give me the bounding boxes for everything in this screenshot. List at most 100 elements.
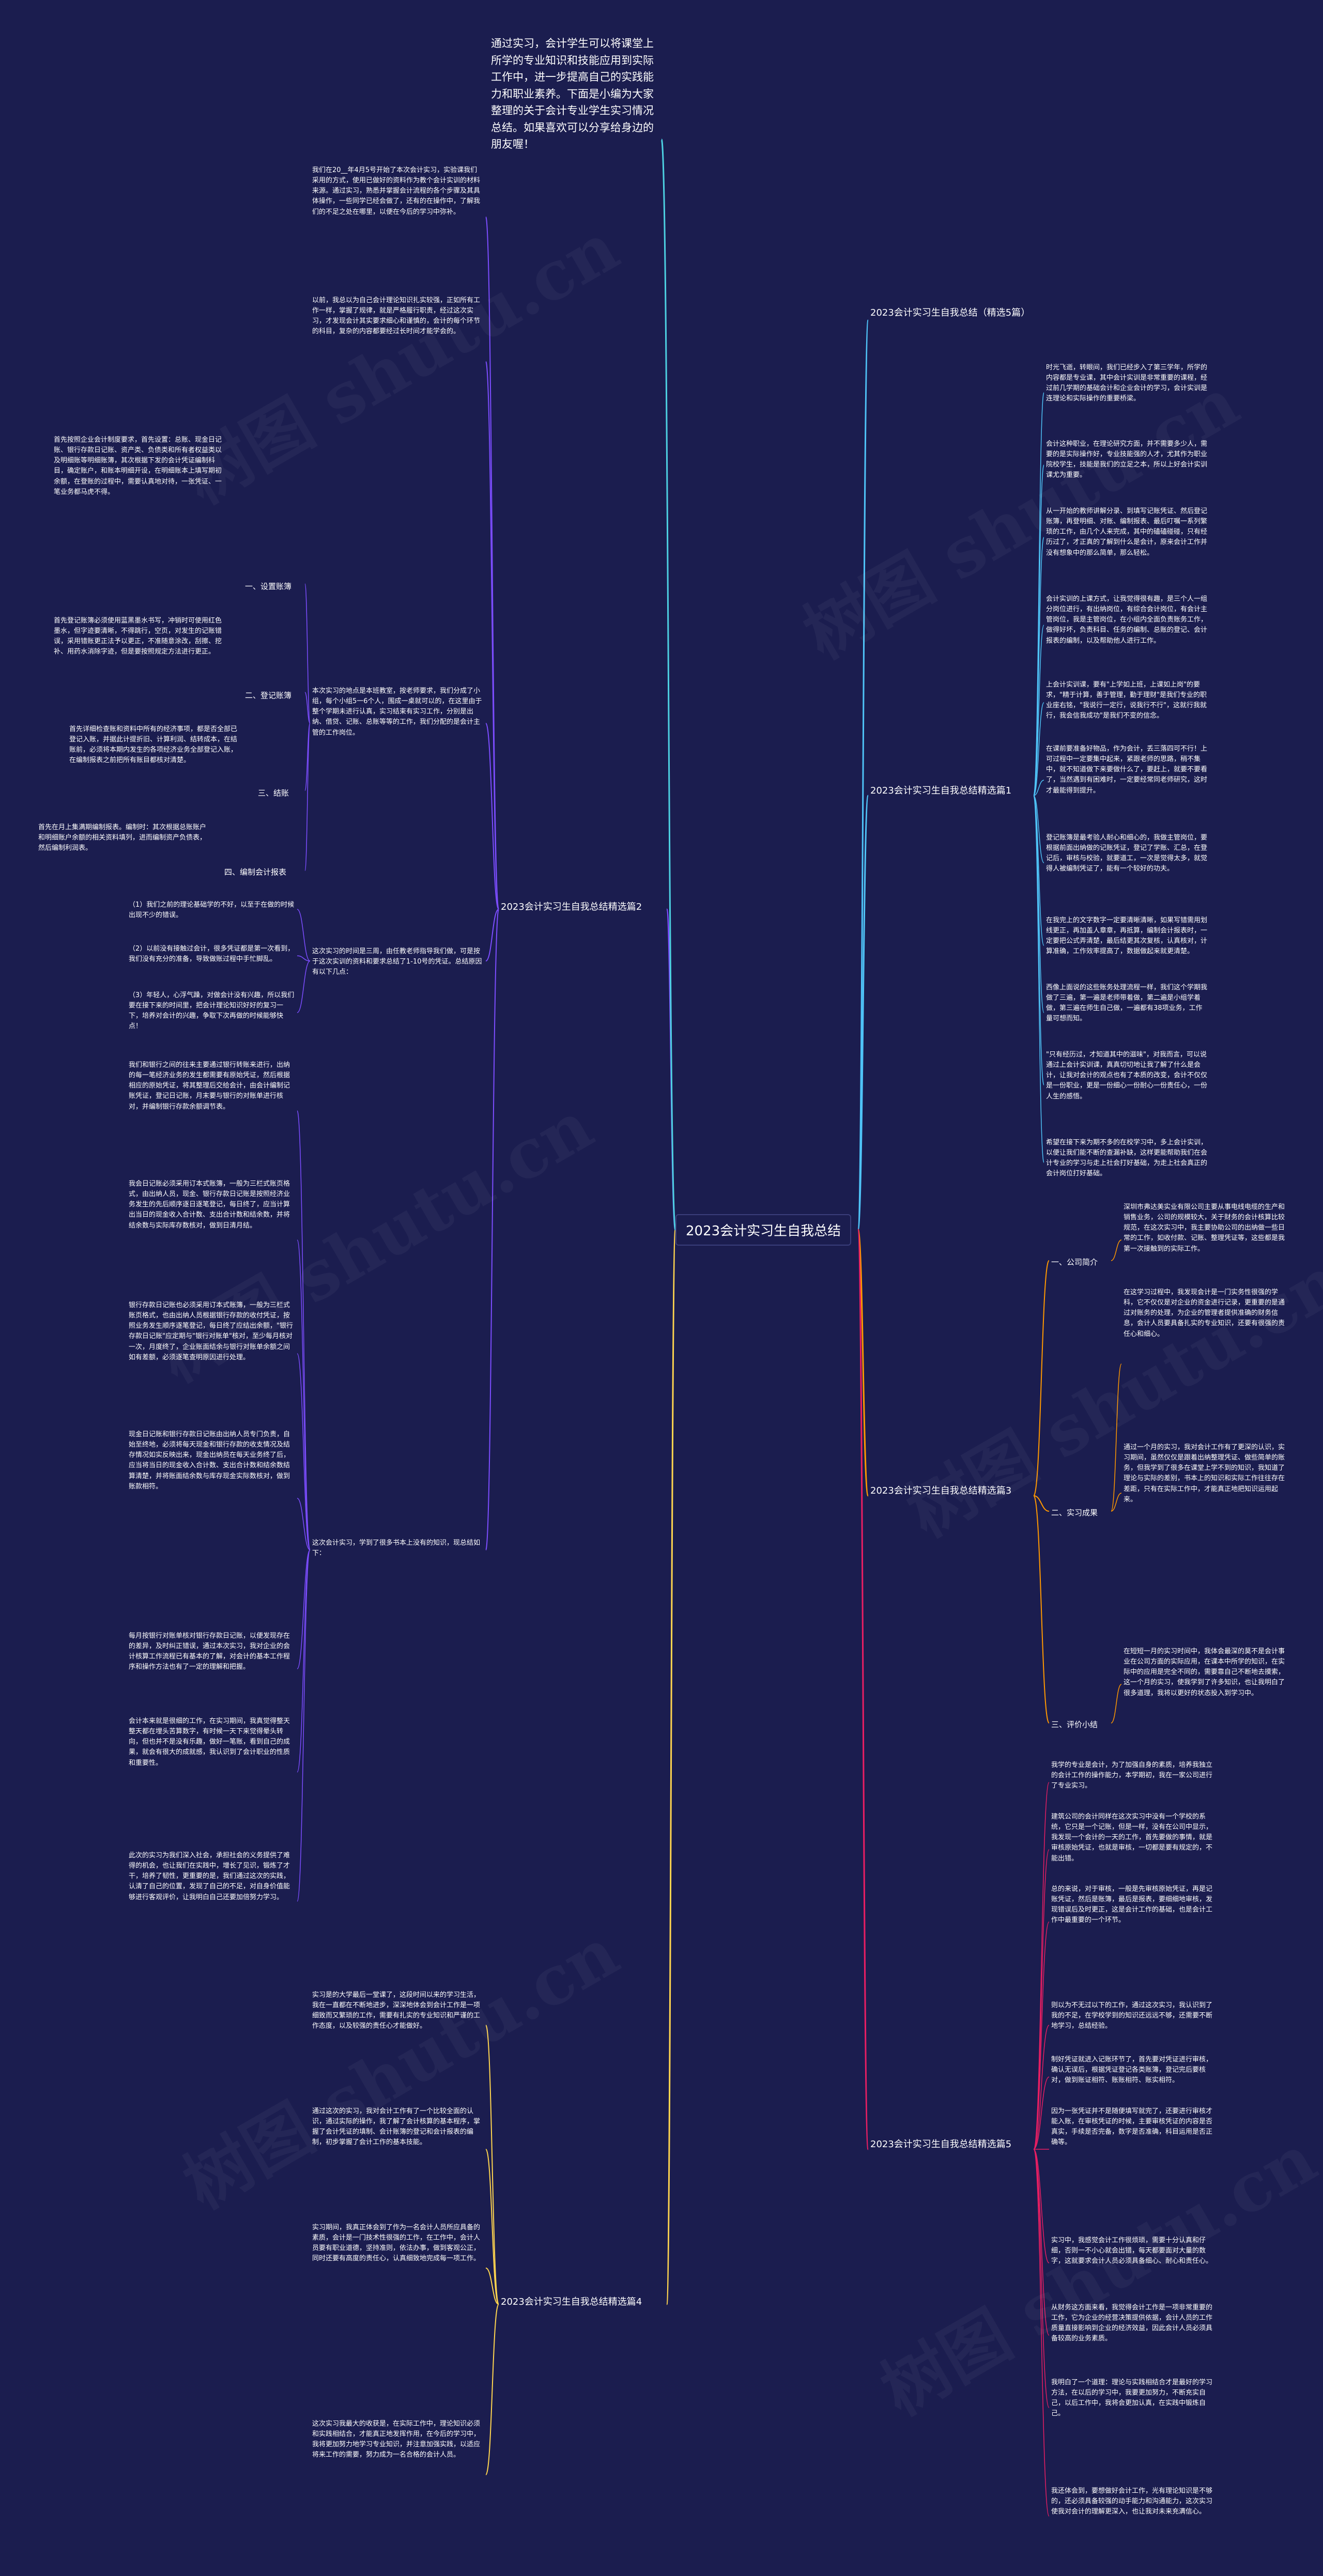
branch-3-sub-1-label[interactable]: 一、公司简介	[1051, 1258, 1098, 1267]
branch-2-sub-3-label[interactable]: 三、结账	[258, 788, 289, 798]
branch-3-sub-2-text-2: 通过一个月的实习，我对会计工作有了更深的认识，实习期间，虽然仅仅是跟着出纳整理凭…	[1124, 1444, 1285, 1503]
connector-b4-2	[485, 2149, 499, 2305]
connector-b2-sub-1	[304, 583, 311, 724]
connector-b4-4	[485, 2304, 499, 2475]
branch-2-item-4: 现金日记账和银行存款日记账由出纳人员专门负责，自始至终地，必须将每天现金和银行存…	[129, 1431, 290, 1491]
connector-branch-3	[857, 1229, 869, 1497]
branch-4-title[interactable]: 2023会计实习生自我总结精选篇4	[501, 2296, 642, 2307]
connector-b3-sub-2	[1033, 1495, 1050, 1512]
branch-5-item-4: 则以为不无过以下的工作，通过这次实习，我认识到了我的不足，在学校学到的知识还远远…	[1051, 2001, 1213, 2030]
connector-b5-4	[1033, 2025, 1050, 2150]
connector-b2-item-5	[297, 1549, 311, 1669]
branch-1-item-11: 希望在接下来为期不多的在校学习中，多上会计实训，以便让我们能不断的查漏补缺，这样…	[1046, 1139, 1208, 1178]
connector-b3-leaf-2	[1111, 1363, 1122, 1512]
branch-2-para-1: 我们在20__年4月5号开始了本次会计实习，实验课我们采用的方式，使用已做好的资…	[312, 166, 481, 216]
branch-4-item-2: 通过这次的实习，我对会计工作有了一个比较全面的认识，通过实际的操作，我了解了会计…	[312, 2107, 481, 2147]
connector-b1-4	[1033, 625, 1044, 796]
branch-1-item-8: 在我完上的文字数字一定要清晰清晰，如果写错需用划线更正，再加盖人章章，再抵算，编…	[1046, 917, 1208, 956]
branch-1-item-7: 登记账簿是最考验人耐心和细心的，我做主管岗位，要根据前面出纳做的记账凭证，登记了…	[1046, 834, 1208, 873]
connector-b2-num-2	[297, 955, 311, 961]
branch-top-title[interactable]: 2023会计实习生自我总结（精选5篇）	[870, 307, 1030, 318]
connector-b2-sub-2	[304, 692, 311, 724]
branch-4-item-4: 这次实习我最大的收获是，在实际工作中，理论知识必须和实践相结合，才能真正地发挥作…	[312, 2420, 481, 2459]
connector-b2-item-3	[297, 1353, 311, 1550]
connector-b2-item-4	[297, 1498, 311, 1550]
connector-b2-para-3	[485, 723, 499, 910]
connector-branch-1	[857, 795, 869, 1231]
branch-2-item-5: 每月按银行对账单核对银行存款日记账，以便发现存在的差异，及时纠正错误，通过本次实…	[129, 1632, 290, 1671]
branch-2-numbered-3: （3）年轻人，心浮气躁，对做会计没有兴趣，所以我们要在接下来的时间里，把会计理论…	[129, 991, 295, 1031]
branch-2-item-3: 银行存款日记账也必须采用订本式账簿，一般为三栏式账页格式，也由出纳人员根据银行存…	[129, 1301, 293, 1361]
connector-b2-num-3	[297, 960, 311, 1013]
branch-2-item-6: 会计本来就是很细的工作，在实习期间，我真觉得整天整天都在埋头苦算数字，有时候一天…	[129, 1717, 290, 1767]
connector-b3-sub-1	[1033, 1260, 1050, 1496]
branch-2-sub-3-text: 首先详细检查账和资料中所有的经济事项，都是否全部已登记入账，并据此计提折旧、计算…	[69, 725, 238, 765]
branch-5-item-9: 我明白了一个道理：理论与实践相结合才是最好的学习方法，在以后的学习中，我要更加努…	[1051, 2379, 1213, 2418]
branch-5-item-8: 从财务这方面来看，我觉得会计工作是一项非常重要的工作，它为企业的经营决策提供依据…	[1051, 2304, 1213, 2343]
connector-b1-7	[1033, 795, 1044, 863]
branch-5-item-2: 建筑公司的会计同样在这次实习中没有一个学校的系统，它只是一个记账，但是一样，没有…	[1051, 1813, 1213, 1863]
branch-2-item-2: 我会日记账必须采用订本式账簿，一般为三栏式账页格式，由出纳人员，现金、银行存款日…	[129, 1180, 290, 1230]
connector-b2-item-6	[297, 1549, 311, 1773]
connector-b5-8	[1033, 2149, 1050, 2336]
branch-2-title[interactable]: 2023会计实习生自我总结精选篇2	[501, 902, 642, 912]
branch-5-item-7: 实习中，我感觉会计工作很烦琐，需要十分认真和仔细，否则一不小心就会出错，每天都要…	[1051, 2237, 1213, 2265]
branch-1-item-6: 在课前要准备好物品，作为会计，丢三落四可不行！上可过程中一定要集中起来，紧跟老师…	[1046, 745, 1208, 795]
branch-2-sub-2-text: 首先登记账簿必须使用蓝黑墨水书写，冲销时可使用红色墨水，但字迹要清晰，不得跳行，…	[54, 617, 222, 656]
branch-3-sub-2-label[interactable]: 二、实习成果	[1051, 1508, 1098, 1517]
connector-b4-1	[485, 2025, 499, 2305]
connector-b3-leaf-1	[1111, 1239, 1122, 1261]
branch-2-item-1: 我们和银行之间的往来主要通过银行转账来进行，出纳的每一笔经济业务的发生都需要有原…	[129, 1061, 290, 1111]
connector-b1-5	[1033, 702, 1044, 796]
root-topic[interactable]: 2023会计实习生自我总结	[675, 1214, 852, 1246]
branch-1-item-10: "只有经历过，才知道其中的滋味"，对我而言，可以说通过上会计实训课，真真切切地让…	[1046, 1051, 1208, 1100]
connector-b5-2	[1033, 1849, 1050, 2150]
branch-1-item-9: 西像上面说的这些账务处理流程一样，我们这个学期我做了三遍，第一遍是老师带着做，第…	[1046, 984, 1208, 1023]
branch-4-item-1: 实习是的大学最后一堂课了，这段时间以来的学习生活，我在一直都在不断地进步，深深地…	[312, 1991, 481, 2030]
connector-b5-3	[1033, 1921, 1050, 2150]
connector-b2-sub-4	[304, 723, 311, 871]
branch-1-item-2: 会计这种职业，在理论研究方面，并不需要多少人，需要的是实际操作好，专业技能强的人…	[1046, 440, 1208, 479]
connector-b2-item-2	[297, 1239, 311, 1550]
connector-b1-11	[1033, 795, 1044, 1163]
branch-3-title[interactable]: 2023会计实习生自我总结精选篇3	[870, 1485, 1012, 1496]
branch-5-item-5: 制好凭证就进入记账环节了，首先要对凭证进行审核，确认无误后，根据凭证登记各类账簿…	[1051, 2056, 1213, 2085]
connector-b5-1	[1033, 1782, 1050, 2150]
branch-2-numbered-2: （2）以前没有接触过会计，很多凭证都是第一次看到，我们没有充分的准备，导致做账过…	[129, 945, 295, 964]
branch-1-title[interactable]: 2023会计实习生自我总结精选篇1	[870, 785, 1012, 796]
branch-2-sub-4-label[interactable]: 四、编制会计报表	[224, 867, 287, 877]
branch-3-sub-3-label[interactable]: 三、评价小结	[1051, 1720, 1098, 1729]
branch-2-item-7: 此次的实习为我们深入社会，承担社会的义务提供了难得的机会，也让我们在实践中，增长…	[129, 1852, 290, 1901]
connector-b2-item-7	[297, 1549, 311, 1902]
connector-b3-sub-3	[1033, 1495, 1050, 1724]
connector-b5-5	[1033, 2076, 1050, 2150]
connector-b2-para-5	[485, 909, 499, 1550]
branch-5-item-1: 我学的专业是会计，为了加强自身的素质，培养我独立的会计工作的操作能力，本学期初，…	[1051, 1761, 1213, 1790]
connector-b1-6	[1033, 780, 1044, 796]
branch-2-sub-1-text: 首先按照企业会计制度要求，首先设置：总账、现金日记账、银行存款日记账、资产类、负…	[54, 436, 222, 496]
connector-b2-para-4	[485, 909, 499, 961]
branch-2-para-5: 这次会计实习，学到了很多书本上没有的知识，现总结如下：	[312, 1539, 481, 1558]
branch-5-item-3: 总的来说，对于审核，一般是先审核原始凭证，再是记账凭证，然后是账簿，最后是报表，…	[1051, 1885, 1213, 1925]
branch-2-sub-4-text: 首先在月上集满期编制报表。编制时：其次根据总账账户和明细账户余额的相关资料填列，…	[38, 824, 207, 852]
branch-2-sub-2-label[interactable]: 二、登记账簿	[245, 691, 292, 700]
branch-1-item-3: 从一开始的教师讲解分录、到填写记账凭证、然后登记账簿，再登明细、对账、编制报表、…	[1046, 507, 1208, 557]
branch-5-title[interactable]: 2023会计实习生自我总结精选篇5	[870, 2139, 1012, 2150]
branch-4-item-3: 实习期间，我真正体会到了作为一名会计人员所应具备的素质，会计是一门技术性很强的工…	[312, 2224, 481, 2263]
branch-2-para-3: 本次实习的地点是本班教室，按老师要求，我们分成了小组，每个小组5一6个人，围成一…	[312, 687, 482, 737]
connector-b4-3	[485, 2268, 499, 2305]
connector-b5-10	[1033, 2149, 1050, 2517]
branch-5-item-10: 我还体会到，要想做好会计工作，光有理论知识是不够的，还必须具备较强的动手能力和沟…	[1051, 2487, 1213, 2516]
branch-2-sub-1-label[interactable]: 一、设置账簿	[245, 582, 292, 591]
branch-3-sub-3-text: 在短短一月的实习时间中，我体会最深的莫不是会计事业在公司方面的实际应用，在课本中…	[1124, 1648, 1285, 1697]
branch-1-item-4: 会计实训的上课方式，让我觉得很有趣，是三个人一组分岗位进行，有出纳岗位，有综合会…	[1046, 595, 1208, 645]
branch-2-para-2: 以前，我总以为自己会计理论知识扎实较强，正如所有工作一样，掌握了规律，就是严格履…	[312, 297, 481, 336]
connector-b3-leaf-4	[1111, 1684, 1122, 1724]
branch-1-item-5: 上会计实训课，要有"上学如上班，上课如上岗"的要求，"精于计算，善于管理，勤于理…	[1046, 681, 1207, 720]
branch-2-numbered-1: （1）我们之前的理论基础学的不好，以至于在做的时候出现不少的错误。	[129, 901, 295, 920]
connector-top	[857, 319, 869, 1231]
connector-branch-4	[666, 1229, 676, 2305]
connector-b5-9	[1033, 2149, 1050, 2408]
